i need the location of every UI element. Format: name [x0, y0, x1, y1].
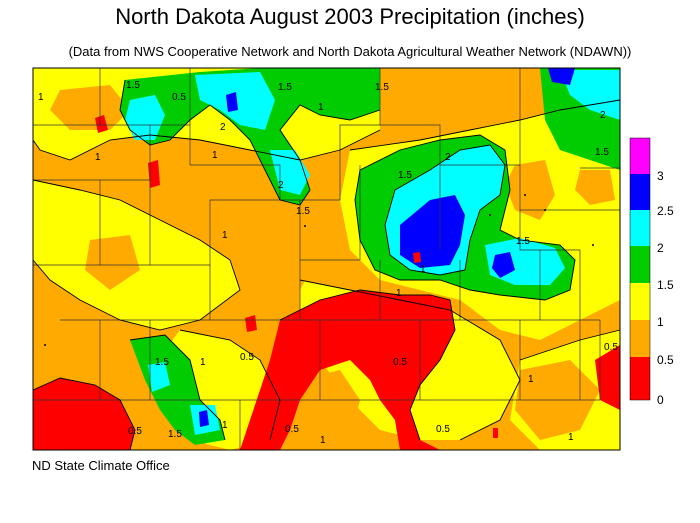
- contour-label: 1: [222, 420, 228, 431]
- contour-label: 1: [38, 92, 44, 103]
- map-subtitle: (Data from NWS Cooperative Network and N…: [68, 44, 632, 59]
- legend-label-3: 3: [657, 169, 664, 183]
- legend: 3 2.5 2 1.5 1 0.5 0: [629, 137, 674, 407]
- station-markers: [44, 194, 594, 346]
- contour-label: 2: [600, 110, 606, 121]
- red-regions: [33, 115, 620, 450]
- legend-swatch-1-5: [630, 246, 650, 283]
- contour-label: 1.5: [516, 236, 530, 247]
- contour-label: 1: [318, 102, 324, 113]
- orange-patches: [50, 85, 615, 440]
- contour-label: 0.5: [128, 426, 142, 437]
- contour-label: 1: [200, 357, 206, 368]
- contour-label: 0.5: [240, 352, 254, 363]
- contour-lines: [32, 79, 621, 451]
- legend-swatch-3: [630, 138, 650, 174]
- contour-label: 1.5: [126, 80, 140, 91]
- contour-label: 0.5: [436, 424, 450, 435]
- contour-label: 1: [212, 150, 218, 161]
- contour-label: 1.5: [398, 170, 412, 181]
- blue-regions: [199, 68, 575, 427]
- contour-label: 1.5: [278, 82, 292, 93]
- contour-label: 1.5: [168, 429, 182, 440]
- contour-label: 1: [320, 435, 326, 446]
- contour-label: 1: [568, 432, 574, 443]
- contour-label: 1: [396, 288, 402, 299]
- contour-label: 2: [220, 122, 226, 133]
- contour-label: 1.5: [375, 82, 389, 93]
- map-title: North Dakota August 2003 Precipitation (…: [115, 4, 585, 29]
- map-frame: [32, 67, 621, 451]
- footer-credit: ND State Climate Office: [32, 458, 170, 473]
- contour-label: 0.5: [393, 357, 407, 368]
- legend-label-2: 2: [657, 241, 664, 255]
- legend-swatch-0: [630, 357, 650, 400]
- contour-label: 1.5: [595, 147, 609, 158]
- contour-label: 0.5: [172, 92, 186, 103]
- legend-label-0: 0: [657, 393, 664, 407]
- legend-label-1-5: 1.5: [657, 278, 674, 292]
- contour-label: 2: [278, 180, 284, 191]
- legend-label-2-5: 2.5: [657, 204, 674, 218]
- legend-swatch-1: [630, 283, 650, 320]
- contour-label: 1: [222, 230, 228, 241]
- legend-swatch-0-5: [630, 320, 650, 357]
- contour-label: 1.5: [296, 206, 310, 217]
- contour-label: 1: [95, 152, 101, 163]
- contour-label: 0.5: [285, 424, 299, 435]
- legend-swatch-2: [630, 210, 650, 246]
- legend-swatch-2-5: [630, 174, 650, 210]
- contour-label: 1: [528, 374, 534, 385]
- contour-label: 1: [420, 264, 426, 275]
- contour-label: 1.5: [155, 357, 169, 368]
- contour-label: 2: [445, 152, 451, 163]
- contour-labels: 1 1.5 0.5 2 1 1.5 1 1.5 2 1.5 1 1 1.5 2 …: [38, 80, 618, 446]
- contour-label: 0.5: [604, 342, 618, 353]
- legend-label-0-5: 0.5: [657, 353, 674, 367]
- county-boundaries: [33, 68, 620, 450]
- legend-label-1: 1: [657, 315, 664, 329]
